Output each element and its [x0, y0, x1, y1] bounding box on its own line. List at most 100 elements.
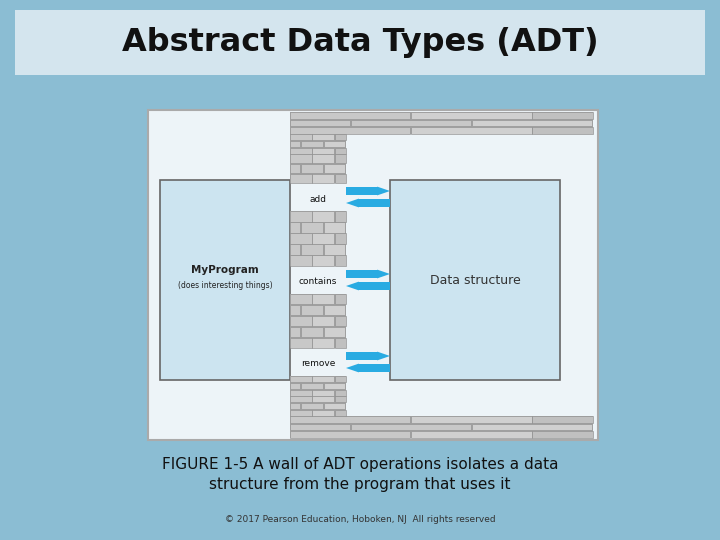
Bar	[290, 376, 346, 396]
Bar	[290, 134, 312, 140]
Bar	[290, 255, 312, 266]
Bar	[312, 134, 334, 140]
Bar	[160, 180, 290, 380]
Bar	[301, 164, 323, 173]
Bar	[290, 233, 312, 244]
Bar	[312, 396, 334, 402]
Bar	[335, 396, 346, 402]
Bar	[148, 110, 598, 440]
Bar	[290, 316, 312, 326]
Bar	[301, 305, 323, 315]
Bar	[312, 255, 334, 266]
Bar	[335, 154, 346, 163]
Text: remove: remove	[301, 360, 336, 368]
Bar	[335, 390, 346, 396]
Bar	[323, 141, 345, 147]
FancyArrow shape	[346, 269, 390, 279]
Bar	[290, 211, 346, 266]
Bar	[312, 390, 334, 396]
Bar	[290, 403, 300, 409]
Text: Data structure: Data structure	[430, 273, 521, 287]
Bar	[312, 338, 334, 348]
Bar	[290, 294, 346, 348]
Bar	[335, 376, 346, 382]
Bar	[301, 245, 323, 254]
Bar	[290, 222, 300, 233]
Bar	[312, 148, 334, 153]
Bar	[335, 174, 346, 183]
Bar	[290, 112, 593, 134]
Bar	[323, 383, 345, 389]
Bar	[290, 396, 346, 416]
Bar	[290, 410, 312, 416]
Bar	[335, 211, 346, 221]
Bar	[290, 338, 312, 348]
Bar	[312, 211, 334, 221]
Bar	[290, 154, 312, 163]
Bar	[335, 233, 346, 244]
Bar	[290, 245, 300, 254]
Bar	[290, 164, 300, 173]
Bar	[312, 316, 334, 326]
Bar	[323, 305, 345, 315]
FancyArrow shape	[346, 363, 390, 373]
Text: add: add	[310, 194, 326, 204]
Bar	[472, 120, 593, 126]
Bar	[301, 141, 323, 147]
FancyArrow shape	[346, 352, 390, 360]
Bar	[411, 112, 531, 119]
Bar	[290, 154, 346, 183]
Bar	[411, 416, 531, 423]
FancyArrow shape	[346, 199, 390, 207]
Bar	[335, 338, 346, 348]
Bar	[290, 416, 410, 423]
Bar	[312, 233, 334, 244]
Bar	[335, 410, 346, 416]
Text: © 2017 Pearson Education, Hoboken, NJ  All rights reserved: © 2017 Pearson Education, Hoboken, NJ Al…	[225, 516, 495, 524]
Bar	[312, 410, 334, 416]
Bar	[532, 112, 593, 119]
Bar	[323, 403, 345, 409]
Bar	[301, 222, 323, 233]
Bar	[411, 127, 531, 133]
Bar	[301, 327, 323, 337]
Bar	[335, 148, 346, 153]
Text: (does interesting things): (does interesting things)	[178, 281, 272, 291]
Bar	[290, 327, 300, 337]
Bar	[323, 222, 345, 233]
Bar	[472, 424, 593, 430]
Bar	[532, 416, 593, 423]
Bar	[335, 134, 346, 140]
Bar	[290, 127, 410, 133]
Bar	[312, 376, 334, 382]
Bar	[390, 180, 560, 380]
Bar	[290, 174, 312, 183]
FancyArrow shape	[346, 281, 390, 291]
Bar	[290, 294, 312, 305]
Bar	[290, 390, 312, 396]
Bar	[290, 148, 312, 153]
Text: Abstract Data Types (ADT): Abstract Data Types (ADT)	[122, 28, 598, 58]
Bar	[290, 416, 593, 438]
Bar	[335, 294, 346, 305]
Bar	[301, 383, 323, 389]
Bar	[290, 305, 300, 315]
Bar	[335, 255, 346, 266]
Bar	[290, 383, 300, 389]
Bar	[532, 431, 593, 437]
Bar	[290, 211, 312, 221]
Bar	[323, 327, 345, 337]
Bar	[312, 174, 334, 183]
Bar	[290, 112, 410, 119]
Bar	[290, 120, 350, 126]
Bar	[351, 120, 471, 126]
Text: MyProgram: MyProgram	[191, 265, 259, 275]
Bar	[290, 134, 346, 154]
Text: FIGURE 1-5 A wall of ADT operations isolates a data: FIGURE 1-5 A wall of ADT operations isol…	[162, 457, 558, 472]
Bar	[323, 245, 345, 254]
Bar	[335, 316, 346, 326]
Bar	[290, 431, 410, 437]
Bar	[351, 424, 471, 430]
Bar	[301, 403, 323, 409]
Bar	[323, 164, 345, 173]
